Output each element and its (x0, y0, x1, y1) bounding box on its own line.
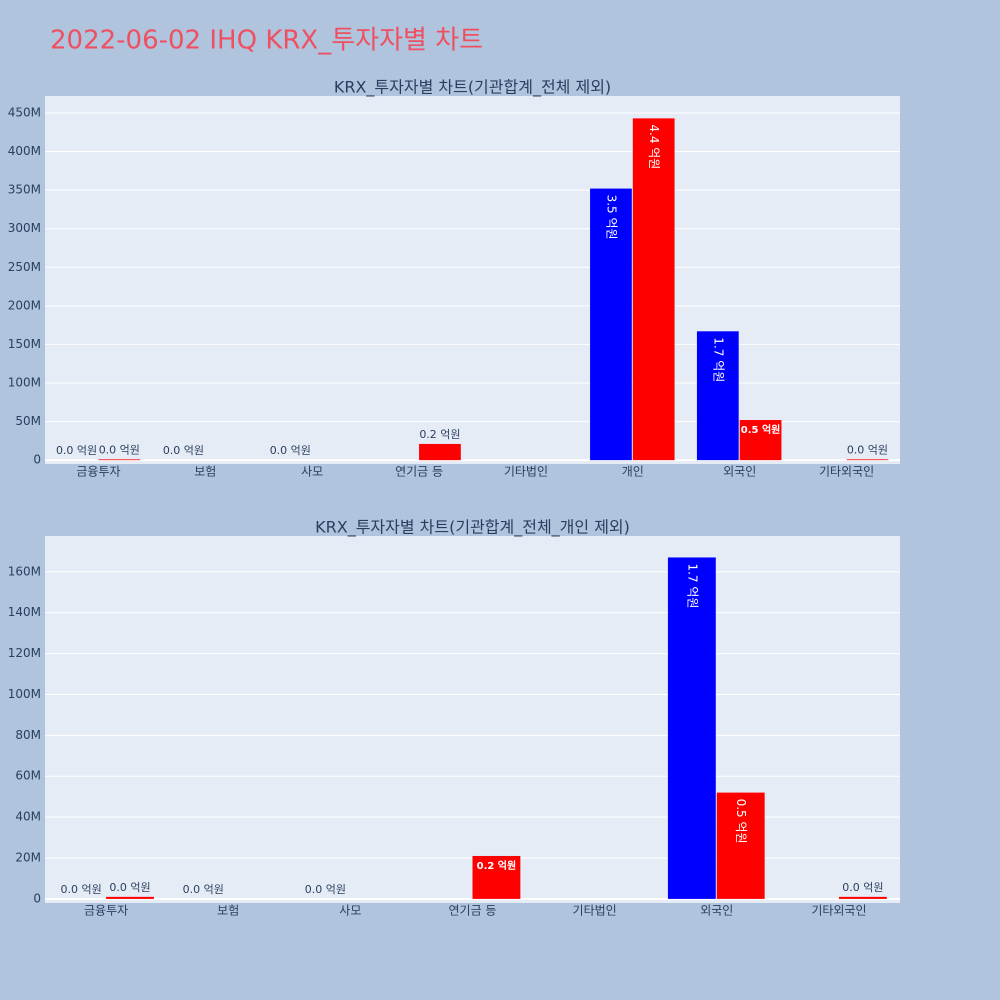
value-label: 0.5 억원 (741, 423, 781, 436)
y-tick-label: 300M (8, 221, 41, 235)
y-tick-label: 60M (15, 769, 41, 783)
value-label: 0.5 억원 (734, 799, 748, 844)
x-tick-label: 외국인 (700, 904, 733, 918)
value-label: 3.5 억원 (604, 195, 618, 240)
y-tick-label: 200M (8, 298, 41, 312)
bar (846, 459, 889, 461)
page-title: 2022-06-02 IHQ KRX_투자자별 차트 (50, 26, 483, 56)
value-label: 0.0 억원 (183, 883, 224, 896)
y-tick-label: 140M (8, 605, 41, 619)
bar (472, 855, 521, 899)
y-tick-label: 0 (33, 891, 41, 905)
y-tick-label: 160M (8, 564, 41, 578)
chart-title: KRX_투자자별 차트(기관합계_전체_개인 제외) (315, 518, 630, 538)
y-tick-label: 80M (15, 728, 41, 742)
y-tick-label: 450M (8, 105, 41, 119)
value-label: 0.0 억원 (56, 444, 97, 457)
bar (739, 420, 782, 461)
bar (590, 188, 632, 461)
x-tick-label: 기타법인 (504, 465, 548, 479)
value-label: 0.0 억원 (270, 444, 311, 457)
bar (838, 896, 887, 899)
y-tick-label: 40M (15, 810, 41, 824)
y-tick-label: 350M (8, 183, 41, 197)
plot-area (45, 96, 900, 464)
value-label: 0.0 억원 (99, 443, 140, 456)
y-tick-label: 250M (8, 260, 41, 274)
x-tick-label: 연기금 등 (449, 904, 497, 918)
bar (667, 557, 716, 899)
bar (106, 896, 154, 899)
bar (419, 443, 461, 461)
y-tick-label: 50M (15, 414, 41, 428)
x-tick-label: 보험 (217, 904, 239, 918)
value-label: 0.0 억원 (61, 883, 102, 896)
y-tick-label: 100M (8, 375, 41, 389)
value-label: 1.7 억원 (711, 337, 725, 382)
value-label: 0.0 억원 (847, 443, 888, 456)
x-tick-label: 개인 (622, 465, 644, 479)
bar (632, 118, 675, 461)
y-tick-label: 150M (8, 337, 41, 351)
bar (696, 331, 739, 461)
value-label: 1.7 억원 (685, 563, 699, 608)
y-tick-label: 400M (8, 144, 41, 158)
value-label: 0.0 억원 (842, 881, 883, 894)
chart-title: KRX_투자자별 차트(기관합계_전체 제외) (334, 78, 611, 98)
x-tick-label: 사모 (301, 465, 323, 479)
x-tick-label: 기타법인 (573, 904, 617, 918)
bar (716, 792, 765, 899)
x-tick-label: 금융투자 (84, 904, 128, 918)
x-tick-label: 사모 (339, 904, 361, 918)
value-label: 0.2 억원 (477, 859, 517, 872)
value-label: 0.0 억원 (305, 883, 346, 896)
x-tick-label: 연기금 등 (395, 465, 443, 479)
value-label: 0.0 억원 (109, 881, 150, 894)
y-tick-label: 20M (15, 851, 41, 865)
x-tick-label: 기타외국인 (811, 904, 866, 918)
x-tick-label: 기타외국인 (819, 465, 874, 479)
x-tick-label: 금융투자 (76, 465, 120, 479)
value-label: 4.4 억원 (647, 124, 661, 169)
x-tick-label: 외국인 (723, 465, 756, 479)
x-tick-label: 보험 (194, 465, 216, 479)
y-tick-label: 0 (33, 453, 41, 467)
value-label: 0.0 억원 (163, 444, 204, 457)
bar (98, 459, 141, 461)
plot-area (45, 536, 900, 903)
value-label: 0.2 억원 (419, 428, 460, 441)
y-tick-label: 120M (8, 646, 41, 660)
y-tick-label: 100M (8, 687, 41, 701)
